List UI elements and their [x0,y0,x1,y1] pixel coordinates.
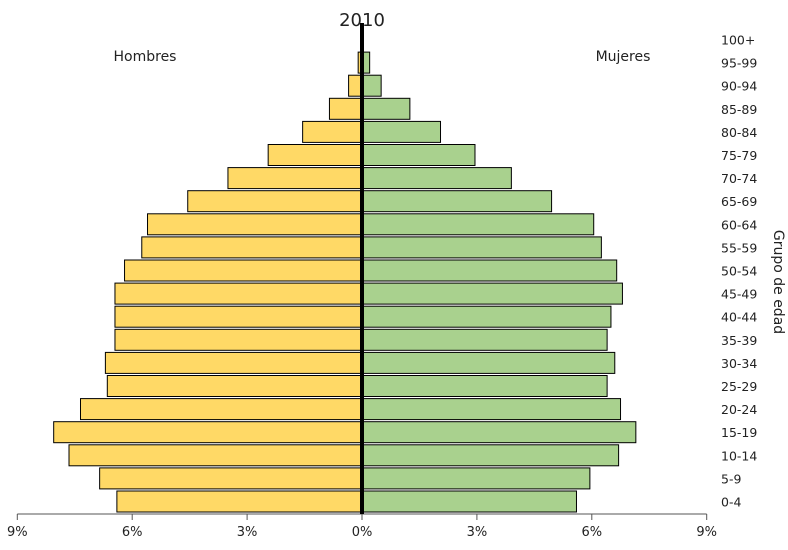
y-tick-label: 0-4 [721,495,741,510]
bar-hombres-20-24 [79,398,363,421]
bar-mujeres-55-59 [361,236,602,259]
bar-hombres-5-9 [99,467,363,490]
bar-mujeres-65-69 [361,190,553,213]
bar-mujeres-50-54 [361,259,618,282]
bar-hombres-60-64 [147,213,363,236]
bar-mujeres-25-29 [361,375,608,397]
y-tick-label: 30-34 [721,356,757,371]
bar-hombres-35-39 [114,328,363,351]
x-tick-label: 3% [237,525,258,540]
bar-mujeres-35-39 [361,328,608,351]
x-tick-label: 6% [122,525,143,540]
y-tick-label: 70-74 [721,171,757,186]
bar-mujeres-20-24 [361,398,622,421]
y-tick-label: 15-19 [721,425,757,440]
bar-hombres-55-59 [141,236,363,259]
y-tick-label: 85-89 [721,102,757,117]
x-tick-label: 0% [352,525,373,540]
bar-mujeres-80-84 [361,120,442,143]
bar-mujeres-70-74 [361,167,512,190]
bar-mujeres-5-9 [361,467,591,490]
bar-mujeres-90-94 [361,74,382,97]
y-tick-label: 90-94 [721,79,757,94]
chart-title: 2010 [339,10,385,31]
y-tick-label: 60-64 [721,217,757,232]
bar-hombres-75-79 [267,144,363,166]
bar-hombres-80-84 [302,120,363,143]
y-tick-label: 45-49 [721,287,757,302]
bar-hombres-90-94 [348,74,363,97]
bar-hombres-85-89 [328,97,363,120]
bar-hombres-65-69 [187,190,363,213]
y-tick-label: 20-24 [721,402,757,417]
bar-mujeres-0-4 [361,490,577,513]
bar-mujeres-15-19 [361,421,637,444]
x-tick-label: 9% [7,525,28,540]
bar-hombres-40-44 [114,305,363,328]
y-tick-label: 25-29 [721,379,757,394]
bar-hombres-25-29 [106,375,363,397]
bar-mujeres-85-89 [361,97,411,120]
bar-hombres-0-4 [116,490,363,513]
bar-mujeres-45-49 [361,282,623,305]
y-tick-label: 5-9 [721,471,741,486]
x-tick-label: 6% [581,525,602,540]
legend-hombres: Hombres [114,49,177,65]
bar-hombres-10-14 [68,444,363,467]
legend-mujeres: Mujeres [596,49,651,65]
y-tick-label: 75-79 [721,148,757,163]
bar-mujeres-75-79 [361,144,476,166]
y-tick-label: 100+ [721,33,755,48]
bar-hombres-50-54 [124,259,363,282]
y-tick-label: 65-69 [721,194,757,209]
bar-hombres-45-49 [114,282,363,305]
y-tick-label: 50-54 [721,264,757,279]
y-tick-label: 80-84 [721,125,757,140]
bar-mujeres-60-64 [361,213,595,236]
bar-hombres-70-74 [227,167,363,190]
bars-mujeres [361,51,637,513]
x-tick-label: 3% [467,525,488,540]
y-tick-label: 10-14 [721,448,757,463]
bar-mujeres-40-44 [361,305,612,328]
x-axis: 9% 6% 3% 0% 3% 6% 9% [7,513,717,540]
y-tick-label: 55-59 [721,240,757,255]
bars-hombres [53,51,363,513]
y-tick-label: 35-39 [721,333,757,348]
y-tick-labels: 0-4 5-9 10-14 15-19 20-24 25-29 30-34 35-39 40-4… [721,33,757,510]
bar-hombres-30-34 [104,351,363,374]
bar-mujeres-10-14 [361,444,620,467]
y-axis-label: Grupo de edad [770,230,786,334]
bar-mujeres-30-34 [361,351,616,374]
y-tick-label: 40-44 [721,310,757,325]
bar-hombres-15-19 [53,421,363,444]
x-tick-label: 9% [696,525,717,540]
y-tick-label: 95-99 [721,56,757,71]
